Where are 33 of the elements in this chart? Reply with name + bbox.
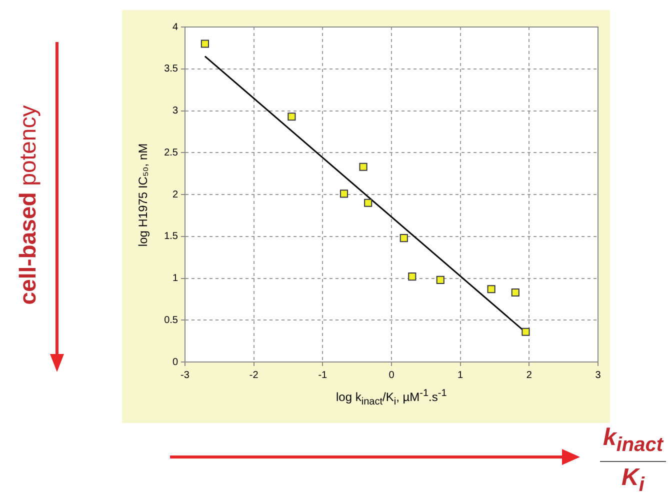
point <box>487 285 496 294</box>
point <box>408 272 416 281</box>
y-tick-label: 4 <box>172 22 178 33</box>
text: k$_{inact}$ <box>602 424 665 458</box>
x-tick-label: -2 <box>249 370 259 381</box>
point <box>364 198 372 207</box>
y-tick-label: 0 <box>172 356 178 368</box>
y-tick-label: 1 <box>172 273 178 284</box>
point <box>436 276 444 284</box>
y-tick-label: 2 <box>172 189 178 200</box>
point <box>200 40 209 48</box>
y-tick-label: 3.5 <box>164 64 178 75</box>
y-tick-label: 3 <box>172 106 178 116</box>
point <box>511 288 520 297</box>
point <box>288 112 296 121</box>
x-axis-title: log k$_{inact}$/K$_{i}$, µM$^{-1}$.s$^{-1}$ <box>336 388 447 408</box>
point <box>359 162 368 171</box>
y-tick-label: 2.5 <box>164 147 178 158</box>
point <box>522 328 530 336</box>
y-axis-title: log H1975 IC₅₀, nM <box>136 142 150 246</box>
text: cell-based <box>14 192 40 305</box>
x-tick-label: -3 <box>180 370 190 381</box>
point <box>340 190 348 198</box>
y-tick-label: 0.5 <box>164 314 178 326</box>
x-tick-label: 0 <box>388 370 395 381</box>
text: potency <box>14 105 40 188</box>
x-tick-label: 1 <box>458 370 464 381</box>
point <box>400 234 408 242</box>
x-tick-label: -1 <box>318 370 328 381</box>
y-tick-label: 1.5 <box>164 231 178 242</box>
text: K$_{i}$ <box>620 464 646 496</box>
x-tick-label: 2 <box>526 370 532 381</box>
x-tick-label: 3 <box>595 370 602 381</box>
